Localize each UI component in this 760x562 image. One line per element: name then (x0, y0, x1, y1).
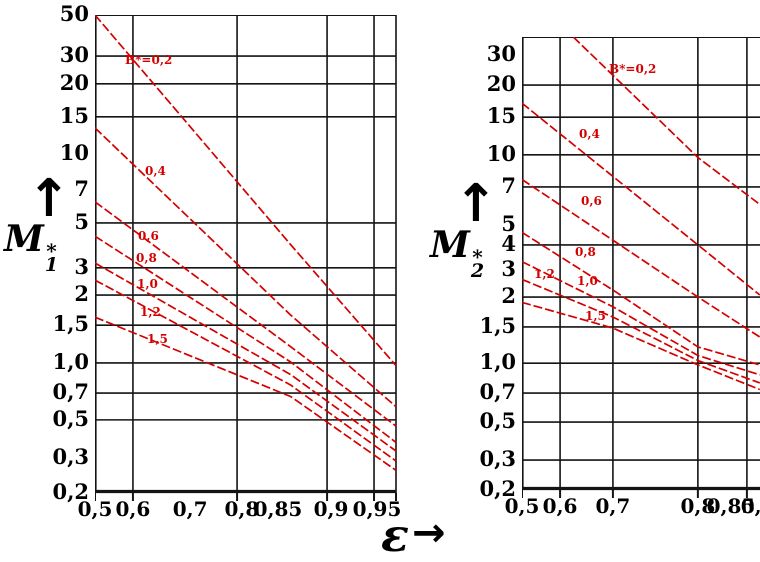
y-tick-label-1,5: 1,5 (479, 312, 516, 338)
y-tick-label-2: 2 (74, 281, 89, 307)
y-tick-label-3: 3 (74, 253, 89, 279)
x-tick-label-0,7: 0,7 (595, 494, 631, 518)
curve-1,0 (95, 262, 397, 452)
y-tick-label-0,7: 0,7 (52, 379, 89, 405)
curve-label-B*=0,2: B*=0,2 (609, 62, 657, 76)
curve-0,4 (95, 127, 397, 408)
x-tick-label-0,85: 0,85 (253, 497, 303, 521)
up-arrow-icon: ↑ (27, 169, 71, 229)
y-tick-label-1,0: 1,0 (52, 348, 89, 374)
y-tick-label-0,5: 0,5 (479, 408, 516, 434)
y-tick-label-7: 7 (74, 175, 89, 201)
m2-subscript: 2 (470, 260, 485, 282)
y-tick-label-1,5: 1,5 (52, 311, 89, 337)
curve-label-1,2: 1,2 (140, 305, 161, 319)
chart-plot-m2 (522, 37, 760, 498)
y-tick-label-0,3: 0,3 (52, 444, 89, 470)
x-tick-label-0,6: 0,6 (542, 494, 578, 518)
curve-label-0,6: 0,6 (581, 194, 602, 208)
right-arrow-icon: → (411, 510, 446, 556)
curve-label-1,0: 1,0 (137, 277, 158, 291)
x-tick-label-0,9: 0,9 (740, 494, 760, 518)
x-tick-label-0,8: 0,8 (224, 497, 260, 521)
m1-subscript: 1 (44, 254, 59, 276)
x-tick-label-0,6: 0,6 (115, 497, 151, 521)
y-tick-label-20: 20 (59, 69, 89, 95)
y-tick-label-3: 3 (501, 255, 516, 281)
curve-label-1,0: 1,0 (577, 274, 598, 288)
y-tick-label-20: 20 (486, 71, 516, 97)
m2-superscript: * (472, 245, 483, 269)
curve-0,6 (522, 178, 760, 338)
curve-label-0,8: 0,8 (136, 251, 157, 265)
curve-1,2 (95, 279, 397, 462)
x-tick-label-0,7: 0,7 (172, 497, 208, 521)
y-tick-label-7: 7 (501, 172, 516, 198)
curve-0,8 (522, 231, 760, 366)
curve-1,5 (95, 316, 397, 472)
y-tick-label-4: 4 (501, 230, 516, 256)
x-tick-label-0,5: 0,5 (504, 494, 540, 518)
curve-label-0,6: 0,6 (138, 229, 159, 243)
curve-label-1,5: 1,5 (147, 332, 168, 346)
y-tick-label-0,2: 0,2 (52, 479, 89, 504)
y-tick-label-2: 2 (501, 283, 516, 309)
y-tick-label-50: 50 (59, 1, 89, 26)
y-tick-label-0,2: 0,2 (479, 476, 516, 501)
x-tick-label-0,85: 0,85 (706, 494, 756, 518)
m1-letter: M (4, 218, 44, 260)
curve-label-B*=0,2: B*=0,2 (125, 53, 173, 67)
curve-B*=0,2 (95, 15, 397, 367)
curve-1,5 (522, 301, 760, 391)
y-tick-label-15: 15 (59, 102, 89, 128)
m2-letter: M (430, 224, 470, 266)
y-tick-label-5: 5 (501, 210, 516, 236)
curve-0,8 (95, 235, 397, 444)
y-tick-label-0,5: 0,5 (52, 405, 89, 431)
y-axis-title-m2: M * 2 (430, 224, 485, 282)
x-tick-label-0,95: 0,95 (352, 497, 402, 521)
curve-label-1,5: 1,5 (585, 309, 606, 323)
y-tick-label-0,3: 0,3 (479, 446, 516, 472)
x-tick-label-0,8: 0,8 (680, 494, 716, 518)
y-tick-label-15: 15 (486, 103, 516, 129)
x-axis-title: ε → (381, 512, 445, 558)
m1-superscript: * (46, 239, 57, 263)
curve-B*=0,2 (572, 37, 760, 206)
curve-label-0,4: 0,4 (579, 127, 600, 141)
x-tick-label-0,9: 0,9 (313, 497, 349, 521)
chart-plot-m1 (95, 15, 397, 501)
y-tick-label-1,0: 1,0 (479, 349, 516, 375)
y-tick-label-10: 10 (486, 140, 516, 166)
up-arrow-icon: ↑ (454, 174, 498, 234)
y-tick-label-10: 10 (59, 140, 89, 166)
curve-label-0,4: 0,4 (145, 164, 166, 178)
y-tick-label-30: 30 (59, 42, 89, 68)
y-tick-label-30: 30 (486, 41, 516, 67)
curve-label-1,2: 1,2 (534, 267, 555, 281)
curve-label-0,8: 0,8 (575, 245, 596, 259)
curve-1,0 (522, 260, 760, 376)
y-axis-title-m1: M * 1 (4, 218, 59, 276)
y-tick-label-0,7: 0,7 (479, 379, 516, 405)
epsilon-symbol: ε (381, 508, 409, 562)
y-tick-label-5: 5 (74, 208, 89, 234)
curve-0,4 (522, 102, 760, 296)
curve-0,6 (95, 201, 397, 427)
x-tick-label-0,5: 0,5 (77, 497, 113, 521)
curve-1,2 (522, 278, 760, 384)
